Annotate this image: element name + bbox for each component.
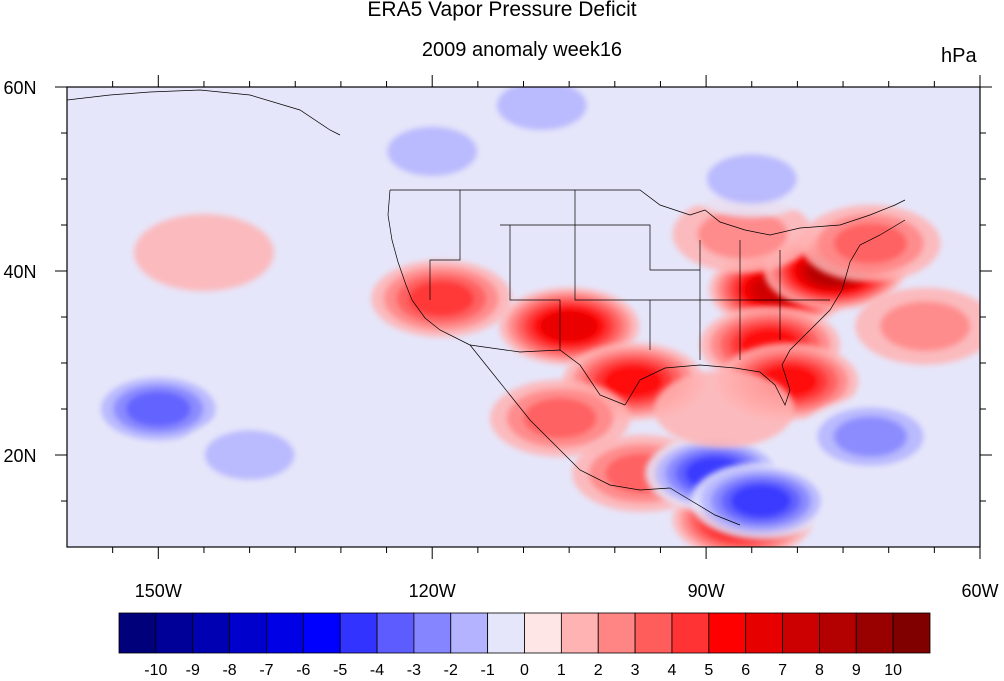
- colorbar-label: 10: [884, 662, 902, 679]
- colorbar-box: [782, 612, 820, 654]
- colorbar-label: -8: [222, 662, 236, 679]
- mexico-coast: [469, 344, 671, 491]
- region-anomaly: [133, 214, 274, 292]
- lon-tick-label: 150W: [135, 581, 182, 601]
- anomaly-contour: [523, 398, 597, 439]
- colorbar-label: -5: [333, 662, 347, 679]
- anomaly-contour: [496, 87, 587, 131]
- colorbar-box: [855, 612, 894, 654]
- state-line-d: [500, 224, 700, 271]
- region-anomaly: [490, 379, 631, 457]
- colorbar-box: [634, 612, 673, 654]
- colorbar-box: [892, 612, 931, 654]
- colorbar-box: [192, 612, 230, 654]
- anomaly-contour: [706, 154, 797, 204]
- colorbar-box: [819, 612, 857, 654]
- region-anomaly: [179, 416, 320, 494]
- state-line-a: [429, 190, 461, 300]
- colorbar-box: [671, 612, 710, 654]
- region-anomaly: [654, 370, 795, 448]
- colorbar-label: -9: [186, 662, 200, 679]
- lon-tick-label: 60W: [961, 581, 998, 601]
- anomaly-contour: [204, 430, 295, 480]
- colorbar-box: [413, 612, 452, 654]
- colorbar-label: -3: [407, 662, 421, 679]
- colorbar-label: -1: [481, 662, 495, 679]
- colorbar-label: 2: [594, 662, 603, 679]
- lat-tick-label: 20N: [3, 446, 36, 466]
- chart-subtitle: 2009 anomaly week16: [421, 39, 623, 61]
- region-anomaly: [371, 260, 512, 338]
- colorbar-box: [376, 612, 415, 654]
- colorbar-box: [302, 612, 341, 654]
- anomaly-contour: [125, 391, 191, 427]
- colorbar-label: 1: [557, 662, 566, 679]
- colorbar-label: 5: [704, 662, 713, 679]
- colorbar-box: [118, 612, 157, 654]
- colorbar-label: -10: [144, 662, 167, 679]
- colorbar-box: [155, 612, 194, 654]
- colorbar-label: 0: [520, 662, 529, 679]
- region-anomaly: [362, 112, 503, 190]
- alaska-coast: [67, 89, 341, 136]
- lon-tick-label: 120W: [409, 581, 456, 601]
- colorbar-label: -4: [370, 662, 384, 679]
- state-line-c: [574, 190, 651, 350]
- colorbar: -10 -9 -8 -7 -6 -5 -4 -3 -2 -1 0 1 2 3 4 5 6 7 8 9 10: [118, 612, 931, 679]
- axis-ticks: 150W 120W 90W 60W 20N 40N 60N: [3, 75, 999, 601]
- colorbar-box: [708, 612, 747, 654]
- colorbar-box: [487, 612, 525, 654]
- region-anomaly: [471, 87, 612, 144]
- region-anomaly: [88, 370, 229, 448]
- region-anomaly: [855, 287, 980, 365]
- colorbar-box: [266, 612, 304, 654]
- region-anomaly: [681, 140, 822, 218]
- us-west-coast: [387, 189, 471, 346]
- region-anomaly: [800, 398, 941, 476]
- us-canada-border: [390, 189, 906, 236]
- colorbar-label: -2: [444, 662, 458, 679]
- colorbar-label: 8: [815, 662, 824, 679]
- colorbar-label: -6: [296, 662, 310, 679]
- anomaly-contour: [730, 484, 791, 518]
- region-anomaly: [499, 287, 640, 365]
- colorbar-box: [524, 612, 562, 654]
- anomaly-contour: [833, 223, 908, 264]
- colorbar-box: [450, 612, 489, 654]
- colorbar-label: 4: [668, 662, 677, 679]
- gulf-coast: [624, 219, 906, 406]
- anomaly-contour: [603, 364, 664, 398]
- anomaly-contour: [133, 214, 274, 292]
- state-line-b: [509, 225, 561, 350]
- anomaly-field: [88, 87, 980, 547]
- colorbar-box: [339, 612, 378, 654]
- colorbar-label: 3: [631, 662, 640, 679]
- region-anomaly: [800, 204, 941, 282]
- anomaly-contour: [540, 310, 598, 342]
- colorbar-box: [745, 612, 783, 654]
- colorbar-label: 9: [852, 662, 861, 679]
- central-america-coast: [669, 487, 741, 526]
- colorbar-label: 7: [778, 662, 787, 679]
- units-label: hPa: [941, 45, 977, 67]
- colorbar-label: 6: [741, 662, 750, 679]
- anomaly-contour: [654, 370, 795, 448]
- lat-tick-label: 40N: [3, 262, 36, 282]
- colorbar-box: [597, 612, 636, 654]
- lon-tick-label: 90W: [688, 581, 725, 601]
- region-anomaly: [690, 462, 831, 540]
- state-boundaries: [67, 89, 906, 526]
- anomaly-contour: [880, 301, 971, 351]
- anomaly-contour: [387, 126, 478, 177]
- anomaly-contour: [833, 416, 908, 457]
- chart-title: ERA5 Vapor Pressure Deficit: [367, 0, 637, 21]
- us-mexico-border: [469, 344, 626, 406]
- colorbar-box: [229, 612, 267, 654]
- lat-tick-label: 60N: [3, 78, 36, 98]
- colorbar-box: [560, 612, 599, 654]
- anomaly-contour: [408, 280, 474, 317]
- colorbar-label: -7: [259, 662, 273, 679]
